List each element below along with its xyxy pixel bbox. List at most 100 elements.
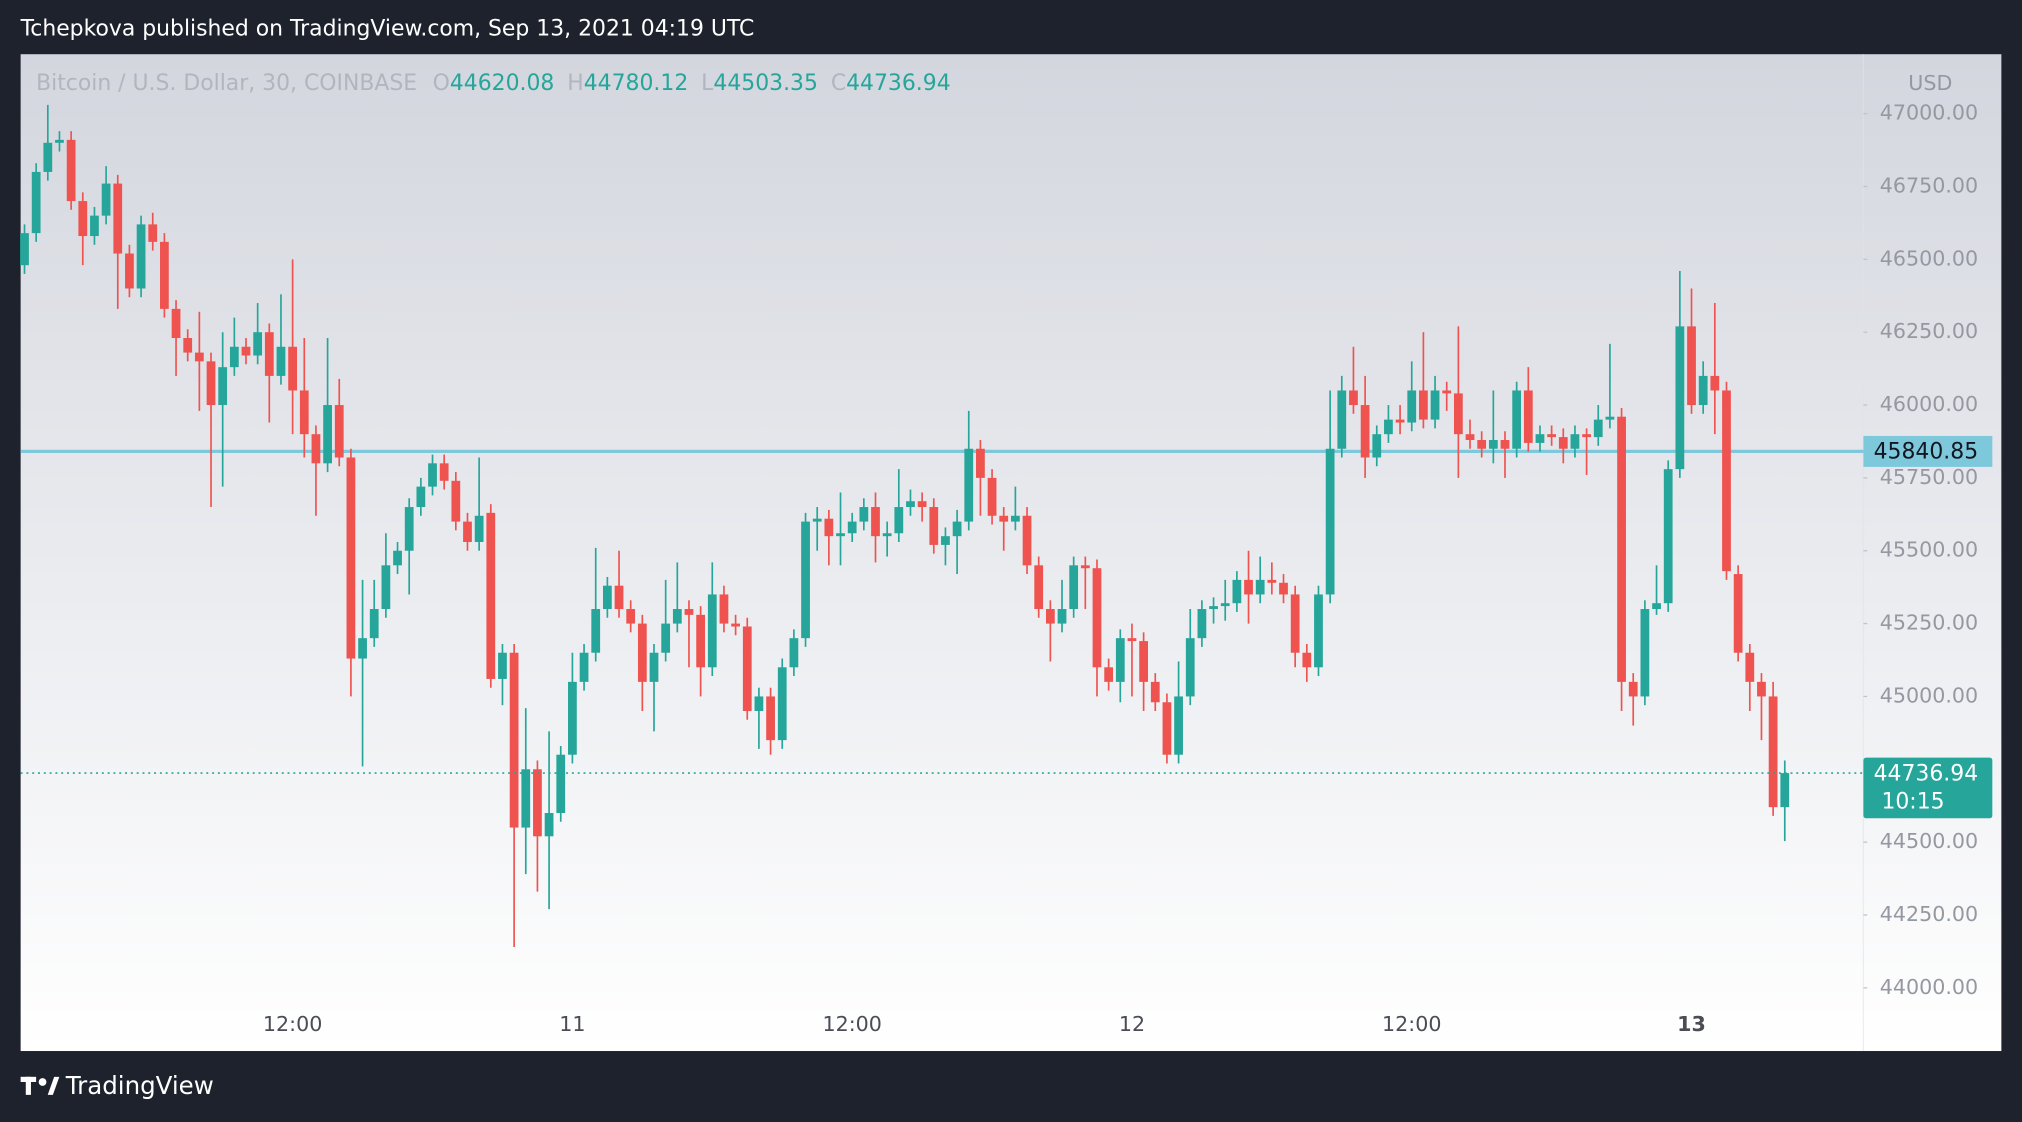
candle-body xyxy=(1325,448,1335,595)
candle-body xyxy=(707,594,717,668)
candle-body xyxy=(20,233,29,266)
candle-body xyxy=(334,405,344,458)
y-tick-label: 46500.00 xyxy=(1880,246,1978,270)
candle-body xyxy=(987,477,997,516)
candle-body xyxy=(55,139,64,143)
x-tick-label: 12:00 xyxy=(1382,1012,1441,1036)
currency: USD xyxy=(1908,71,1952,95)
chart-panel xyxy=(20,54,2002,1052)
candle-body xyxy=(381,565,391,610)
y-tick-label: 45250.00 xyxy=(1880,611,1978,635)
footer-brand: TradingView xyxy=(65,1071,214,1100)
candle-body xyxy=(1570,434,1580,449)
candle-body xyxy=(696,614,706,668)
candle-body xyxy=(1314,594,1323,668)
candle-body xyxy=(1232,579,1242,604)
candle-body xyxy=(836,533,845,537)
candle-body xyxy=(1628,681,1638,697)
candle-body xyxy=(1045,609,1055,624)
candle-body xyxy=(1011,515,1020,522)
candle-body xyxy=(1442,390,1452,394)
logo-dot xyxy=(38,1078,47,1086)
candle-body xyxy=(148,224,158,242)
legend-symbol: Bitcoin / U.S. Dollar, 30, COINBASE xyxy=(36,71,417,96)
y-tick-label: 46750.00 xyxy=(1880,174,1978,198)
candle-body xyxy=(1174,696,1183,755)
candle-body xyxy=(882,533,892,537)
candle-body xyxy=(1663,469,1673,604)
candle-body xyxy=(43,142,53,172)
legend-key: L xyxy=(701,71,714,96)
candle-body xyxy=(801,521,810,639)
candle-body xyxy=(1523,390,1533,443)
y-tick-label: 45750.00 xyxy=(1880,465,1978,489)
hline-label-box xyxy=(1863,435,1993,467)
logo-stem xyxy=(25,1076,31,1095)
candle-body xyxy=(1488,440,1498,449)
candle-body xyxy=(906,501,915,508)
candle-body xyxy=(1395,419,1405,423)
candle-body xyxy=(1733,574,1743,653)
candle-body xyxy=(1127,638,1137,642)
candle-body xyxy=(649,652,659,682)
y-tick-label: 44000.00 xyxy=(1880,975,1978,999)
candle-body xyxy=(1290,594,1300,653)
candle-body xyxy=(871,507,880,537)
candle-body xyxy=(323,405,332,464)
candle-body xyxy=(1185,638,1195,697)
candle-body xyxy=(1768,696,1778,808)
candle-body xyxy=(591,609,601,653)
candle-body xyxy=(474,515,484,542)
candle-body xyxy=(1209,606,1218,610)
candle-body xyxy=(416,486,426,508)
candle-body xyxy=(136,224,146,289)
candle-body xyxy=(1139,641,1149,682)
legend-key: O xyxy=(433,71,450,96)
overlay: Bitcoin / U.S. Dollar, 30, COINBASE O4462… xyxy=(36,71,1993,1036)
candle-body xyxy=(299,390,309,435)
candle-body xyxy=(229,346,239,368)
y-tick-label: 45500.00 xyxy=(1880,538,1978,562)
candle-body xyxy=(1477,440,1487,449)
candle-body xyxy=(369,609,379,639)
candle-body xyxy=(1349,390,1358,406)
legend: Bitcoin / U.S. Dollar, 30, COINBASE O4462… xyxy=(36,71,951,96)
candle-body xyxy=(288,346,298,391)
candle-body xyxy=(125,253,134,289)
legend-key: H xyxy=(567,71,583,96)
candle-body xyxy=(521,769,531,828)
candle-body xyxy=(1255,579,1265,595)
candle-body xyxy=(1372,434,1382,458)
candle-body xyxy=(1593,419,1603,438)
candle-body xyxy=(1407,390,1417,423)
candle-body xyxy=(1197,609,1207,639)
candle-body xyxy=(719,594,729,624)
candle-body xyxy=(824,518,834,537)
candle-body xyxy=(194,352,204,362)
y-tick-label: 44250.00 xyxy=(1880,902,1978,926)
candle-body xyxy=(1080,565,1090,569)
candle-body xyxy=(812,518,822,522)
candle-body xyxy=(1675,326,1685,470)
candle-body xyxy=(1279,582,1288,595)
candle-body xyxy=(1034,565,1044,610)
candle-body xyxy=(311,434,321,464)
logo-slash xyxy=(47,1076,60,1095)
candle-body xyxy=(1069,565,1079,610)
candle-body xyxy=(976,448,985,478)
legend-value: 44503.35 xyxy=(713,71,818,96)
candle-body xyxy=(1687,326,1696,406)
candle-body xyxy=(964,448,974,522)
candle-body xyxy=(463,521,472,542)
candle-body xyxy=(742,626,752,712)
candle-body xyxy=(66,139,76,202)
candle-body xyxy=(31,171,41,234)
candle-body xyxy=(941,536,950,545)
candle-body xyxy=(1535,434,1545,443)
legend-value: 44736.94 xyxy=(846,71,951,96)
candle-body xyxy=(533,769,542,837)
candle-body xyxy=(1430,390,1440,420)
candle-body xyxy=(160,241,169,309)
